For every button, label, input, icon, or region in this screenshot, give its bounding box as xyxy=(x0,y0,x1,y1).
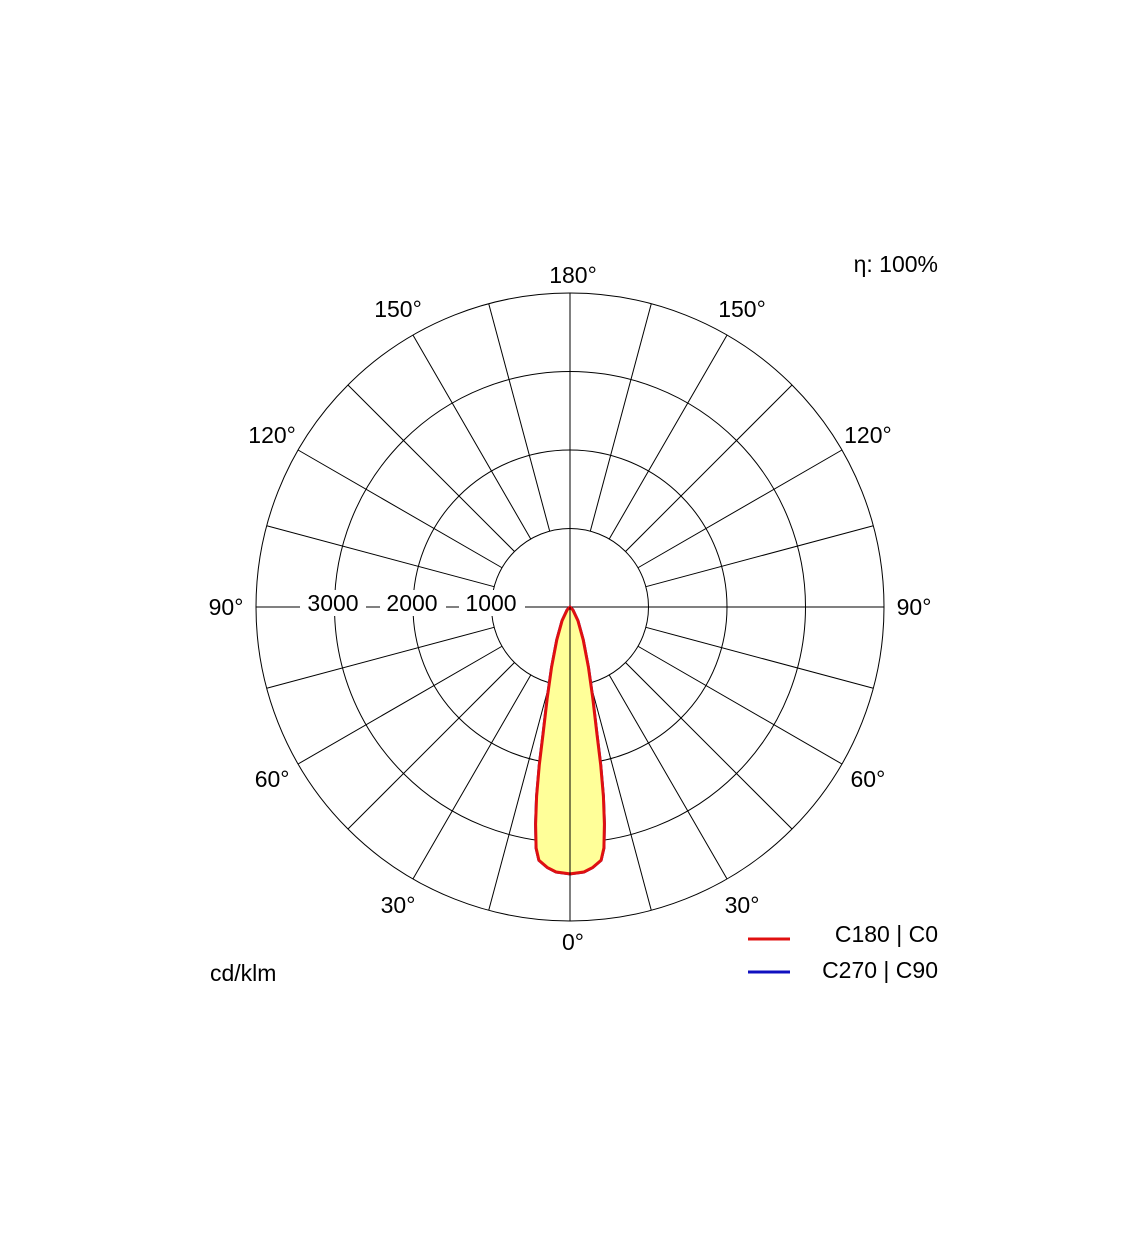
grid-spoke-315 xyxy=(347,662,515,830)
angle-label-left-90: 90° xyxy=(209,594,244,620)
radial-label-1000: 1000 xyxy=(465,590,516,616)
angle-label-left-150: 150° xyxy=(374,296,422,322)
grid-spoke-30 xyxy=(608,674,728,880)
grid-spoke-255 xyxy=(266,525,495,588)
unit-label: cd/klm xyxy=(210,960,276,986)
grid-spoke-225 xyxy=(347,384,515,552)
grid-spoke-75 xyxy=(645,626,874,689)
grid-spoke-195 xyxy=(488,303,551,532)
legend-label-c180-c0: C180 | C0 xyxy=(835,921,938,947)
angle-label-0: 0° xyxy=(562,929,584,955)
grid-spoke-165 xyxy=(589,303,652,532)
angle-label-right-60: 60° xyxy=(851,766,886,792)
grid-spoke-150 xyxy=(608,334,728,540)
angle-label-left-30: 30° xyxy=(381,892,416,918)
grid-spoke-300 xyxy=(297,645,503,765)
intensity-curves xyxy=(534,605,606,921)
legend-label-c270-c90: C270 | C90 xyxy=(822,957,938,983)
radial-value-labels: 3000 2000 1000 xyxy=(300,590,525,616)
grid-spoke-210 xyxy=(412,334,532,540)
grid-spoke-60 xyxy=(637,645,843,765)
angle-label-right-150: 150° xyxy=(718,296,766,322)
angle-label-180: 180° xyxy=(549,262,597,288)
angle-label-right-30: 30° xyxy=(725,892,760,918)
grid-spoke-330 xyxy=(412,674,532,880)
angle-label-left-120: 120° xyxy=(248,422,296,448)
grid-spoke-15 xyxy=(589,682,652,911)
efficiency-label: η: 100% xyxy=(854,251,938,277)
grid-spoke-105 xyxy=(645,525,874,588)
angle-labels: 180° 0° 30° 60° 90° 120° 150° 30° 60° 90° 120° 150° xyxy=(209,262,932,955)
angle-label-left-60: 60° xyxy=(255,766,290,792)
grid-spoke-135 xyxy=(625,384,793,552)
radial-label-2000: 2000 xyxy=(386,590,437,616)
grid-spoke-285 xyxy=(266,626,495,689)
grid-spoke-120 xyxy=(637,449,843,569)
angle-label-right-120: 120° xyxy=(844,422,892,448)
grid-spoke-240 xyxy=(297,449,503,569)
legend: C180 | C0 C270 | C90 xyxy=(748,921,938,983)
radial-label-3000: 3000 xyxy=(307,590,358,616)
grid-spoke-345 xyxy=(488,682,551,911)
angle-label-right-90: 90° xyxy=(897,594,932,620)
grid-spoke-45 xyxy=(625,662,793,830)
